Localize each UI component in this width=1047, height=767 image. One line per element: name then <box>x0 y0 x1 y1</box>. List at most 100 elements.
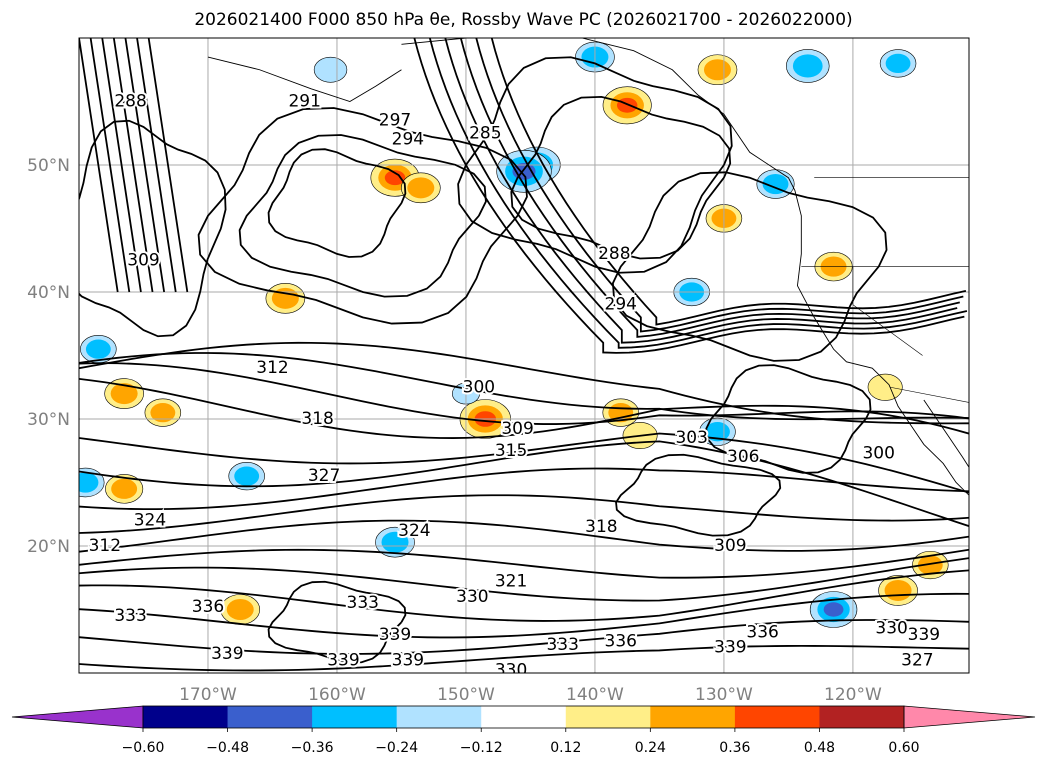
anomaly-blob-outline <box>878 575 918 606</box>
anomaly-blob-outline <box>313 56 348 83</box>
colorbar-tick-label: −0.60 <box>122 740 165 756</box>
colorbar-segment <box>565 706 651 728</box>
anomaly-blob-outline <box>401 172 441 204</box>
contour-westedge <box>147 38 189 293</box>
coastline <box>207 56 402 102</box>
colorbar-extend-low <box>11 705 144 729</box>
anomaly-blob-outline <box>622 422 658 450</box>
anomaly-blob-outline <box>228 462 265 491</box>
contour-loop <box>611 171 888 362</box>
contour-loop <box>267 148 407 258</box>
contour-label: 339 <box>211 644 243 664</box>
anomaly-blob-mid <box>762 173 789 195</box>
colorbar: −0.60 −0.48 −0.36 −0.24 −0.12 0.12 0.24 0.36 0.4… <box>11 705 1036 756</box>
anomaly-blob-outline <box>105 474 144 504</box>
contour-label: 336 <box>605 631 637 651</box>
contour-label: 321 <box>495 572 527 592</box>
contour-westedge <box>101 38 142 293</box>
lat-tick-label: 20°N <box>27 537 70 557</box>
lon-tick-label: 170°W <box>179 685 237 705</box>
coastline <box>401 38 969 496</box>
anomaly-blob-outline <box>879 49 917 78</box>
anomaly-blob-core <box>616 97 638 113</box>
contour-loop <box>510 95 732 260</box>
contour-label: 309 <box>714 536 746 556</box>
anomaly-blob-mid <box>79 472 99 493</box>
contour-label: 306 <box>727 447 759 467</box>
anomaly-blob-outline <box>265 283 306 314</box>
contour-arc <box>459 38 960 338</box>
contour-band <box>79 440 969 528</box>
contour-westedge <box>89 38 131 293</box>
colorbar-tick-label: −0.48 <box>206 740 249 756</box>
anomaly-blob-mid <box>703 59 731 81</box>
contour-westedge <box>112 38 154 293</box>
anomaly-blob-mid <box>381 531 409 553</box>
state-border <box>890 386 969 403</box>
contour-label: 309 <box>127 250 159 270</box>
contour-label: 294 <box>605 295 637 315</box>
contour-label: 336 <box>746 622 778 642</box>
anomaly-blob-outline <box>104 378 144 409</box>
contour-label: 330 <box>495 660 527 680</box>
contour-label: 300 <box>862 443 894 463</box>
contour-label: 339 <box>714 638 746 658</box>
colorbar-tick-label: 0.60 <box>888 740 919 756</box>
lon-tick-label: 160°W <box>308 685 366 705</box>
contour-loop <box>197 107 528 325</box>
anomaly-blob-outer <box>314 57 347 83</box>
contour-label: 303 <box>675 428 707 448</box>
contour-band <box>79 377 969 439</box>
anomaly-blob-mid <box>234 466 260 486</box>
colorbar-segment <box>312 706 398 728</box>
contour-band <box>79 352 969 421</box>
contour-band <box>79 519 969 553</box>
contour-label: 330 <box>875 619 907 639</box>
anomaly-blob-outline <box>602 86 652 125</box>
anomaly-blob-mid <box>85 339 111 359</box>
contour-label: 339 <box>379 625 411 645</box>
contour-arc <box>413 38 965 354</box>
anomaly-blob-outline <box>602 398 639 427</box>
anomaly-blob-mid <box>111 478 138 499</box>
contour-band <box>79 432 969 494</box>
lon-tick-label: 140°W <box>566 685 624 705</box>
colorbar-frame <box>142 705 905 729</box>
anomaly-blob-outline <box>697 54 738 86</box>
contour-band <box>79 467 969 511</box>
colorbar-segment <box>143 706 229 728</box>
anomaly-blob-outline <box>867 373 903 401</box>
contour-label: 330 <box>456 587 488 607</box>
contour-band <box>79 569 969 622</box>
colorbar-segment <box>650 706 736 728</box>
colorbar-extend-high <box>903 705 1036 729</box>
contour-label: 294 <box>392 130 424 150</box>
contour-label: 333 <box>347 593 379 613</box>
colorbar-segment <box>227 706 313 728</box>
colorbar-tick-label: −0.36 <box>291 740 334 756</box>
anomaly-blob-mid <box>792 54 823 78</box>
contour-label: 288 <box>114 92 146 112</box>
colorbar-segment <box>734 706 820 728</box>
colorbar-tick-label: 0.48 <box>804 740 835 756</box>
contour-label: 318 <box>585 517 617 537</box>
theta-e-contours <box>79 38 969 672</box>
map-frame <box>78 37 970 674</box>
anomaly-blob-mid <box>917 555 943 575</box>
anomaly-blob-mid <box>884 579 912 601</box>
contour-label: 333 <box>546 635 578 655</box>
lon-tick-label: 150°W <box>437 685 495 705</box>
contour-arc <box>428 38 968 349</box>
contour-arc <box>475 38 964 333</box>
contour-loop <box>238 134 487 298</box>
anomaly-blob-mid <box>885 53 911 74</box>
contour-label: 339 <box>327 650 359 670</box>
lon-tick-label: 130°W <box>695 685 753 705</box>
contour-label: 300 <box>463 377 495 397</box>
contour-label: 312 <box>256 358 288 378</box>
lat-tick-label: 50°N <box>27 156 70 176</box>
colorbar-tick-label: −0.24 <box>375 740 418 756</box>
contour-label: 315 <box>495 441 527 461</box>
